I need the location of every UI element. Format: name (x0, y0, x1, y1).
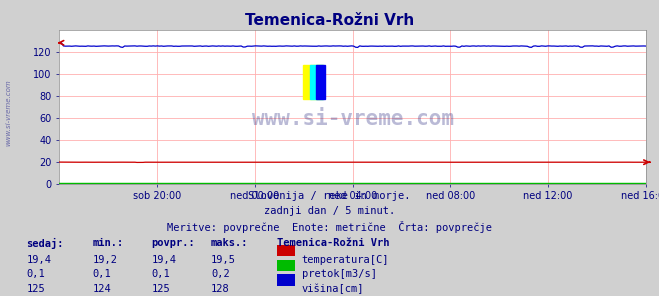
Text: 128: 128 (211, 284, 229, 294)
Text: 125: 125 (152, 284, 170, 294)
Text: zadnji dan / 5 minut.: zadnji dan / 5 minut. (264, 206, 395, 216)
Bar (310, 65, 323, 99)
Text: povpr.:: povpr.: (152, 238, 195, 248)
Text: 0,2: 0,2 (211, 269, 229, 279)
Text: Slovenija / reke in morje.: Slovenija / reke in morje. (248, 191, 411, 201)
Text: Temenica-Rožni Vrh: Temenica-Rožni Vrh (245, 13, 414, 28)
Text: temperatura[C]: temperatura[C] (302, 255, 389, 265)
Text: višina[cm]: višina[cm] (302, 284, 364, 295)
Text: 0,1: 0,1 (26, 269, 45, 279)
Text: sedaj:: sedaj: (26, 238, 64, 249)
Text: www.si-vreme.com: www.si-vreme.com (252, 109, 453, 129)
Bar (302, 65, 323, 99)
Text: 0,1: 0,1 (152, 269, 170, 279)
Text: pretok[m3/s]: pretok[m3/s] (302, 269, 377, 279)
Text: 0,1: 0,1 (92, 269, 111, 279)
Text: 125: 125 (26, 284, 45, 294)
Text: Temenica-Rožni Vrh: Temenica-Rožni Vrh (277, 238, 389, 248)
Text: maks.:: maks.: (211, 238, 248, 248)
Text: Meritve: povprečne  Enote: metrične  Črta: povprečje: Meritve: povprečne Enote: metrične Črta:… (167, 221, 492, 233)
Text: 19,2: 19,2 (92, 255, 117, 265)
Bar (316, 65, 325, 99)
Text: 19,4: 19,4 (152, 255, 177, 265)
Text: www.si-vreme.com: www.si-vreme.com (5, 79, 12, 146)
Text: 19,5: 19,5 (211, 255, 236, 265)
Text: 19,4: 19,4 (26, 255, 51, 265)
Text: min.:: min.: (92, 238, 123, 248)
Text: 124: 124 (92, 284, 111, 294)
